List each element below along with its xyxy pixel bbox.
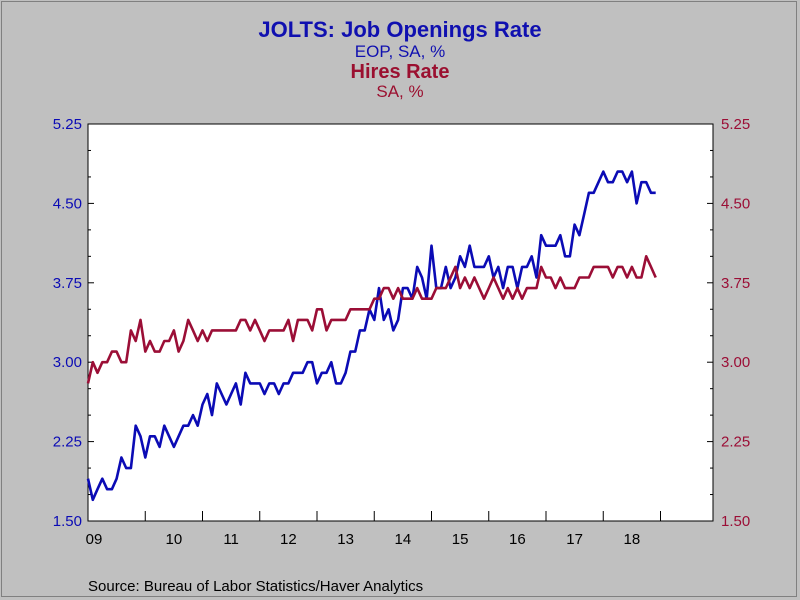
series-lines [86, 170, 657, 502]
series-line-hires [86, 254, 657, 384]
y-tick-label-right: 4.50 [721, 195, 750, 212]
y-tick-label-left: 1.50 [53, 513, 82, 530]
y-tick-label-right: 1.50 [721, 513, 750, 530]
y-tick-label-right: 2.25 [721, 434, 750, 451]
y-tick-label-left: 3.00 [53, 354, 82, 371]
x-tick-label: 09 [86, 531, 103, 548]
axes: 1.50 1.50 2.25 2.25 3.00 3.00 3.75 3.75 4.50 4.50… [53, 116, 750, 548]
x-tick-label: 18 [624, 531, 641, 548]
source-note: Source: Bureau of Labor Statistics/Haver… [88, 578, 424, 595]
y-tick-label-left: 5.25 [53, 116, 82, 133]
x-tick-label: 12 [280, 531, 297, 548]
chart-title-secondary: Hires Rate [350, 61, 450, 83]
y-tick-label-right: 5.25 [721, 116, 750, 133]
y-tick-label-left: 4.50 [53, 195, 82, 212]
chart-title-subtitle: EOP, SA, % [354, 42, 446, 61]
chart-title: JOLTS: Job Openings Rate [258, 17, 542, 42]
chart-titles: JOLTS: Job Openings Rate EOP, SA, % Hire… [0, 18, 800, 101]
y-tick-label-right: 3.75 [721, 275, 750, 292]
y-tick-label-left: 2.25 [53, 434, 82, 451]
y-tick-label-left: 3.75 [53, 275, 82, 292]
chart-title-secondary-subtitle: SA, % [376, 82, 424, 101]
y-tick-label-right: 3.00 [721, 354, 750, 371]
x-tick-label: 16 [509, 531, 526, 548]
x-tick-label: 11 [223, 531, 239, 548]
plot-area [87, 123, 714, 522]
x-tick-label: 17 [566, 531, 583, 548]
series-line-job-openings [86, 170, 656, 502]
x-tick-label: 15 [452, 531, 469, 548]
x-tick-label: 13 [337, 531, 354, 548]
x-tick-label: 14 [395, 531, 412, 548]
x-tick-label: 10 [166, 531, 183, 548]
